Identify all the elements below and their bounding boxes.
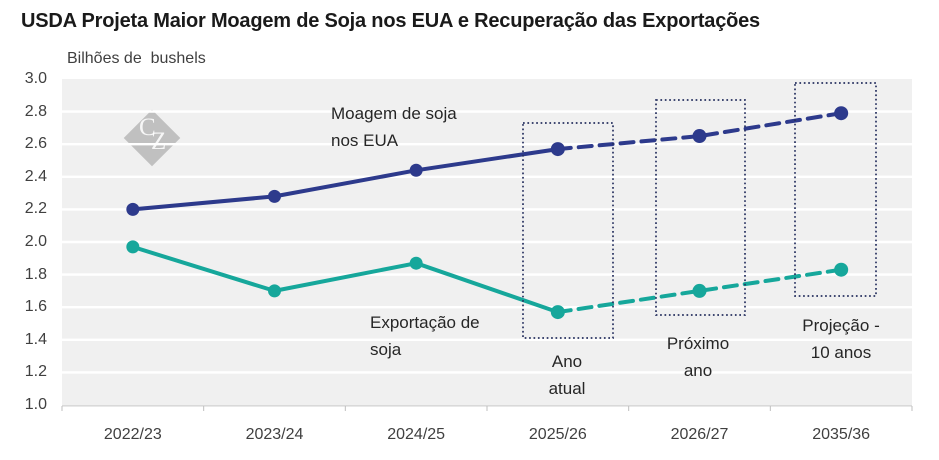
x-axis-category-label: 2022/23: [103, 426, 162, 443]
data-point-marker: [692, 129, 707, 144]
x-axis-category-label: 2024/25: [387, 426, 446, 443]
y-axis-tick-label: 1.8: [24, 265, 47, 283]
series-line-projection-1: [555, 267, 844, 315]
data-point-marker: [550, 142, 565, 157]
y-axis-tick-label: 1.6: [24, 298, 47, 316]
data-point-marker: [268, 284, 281, 298]
y-axis-tick-label: 2.0: [24, 233, 47, 250]
x-axis-category-label: 2026/27: [670, 426, 729, 443]
watermark-letter-c: C: [139, 114, 156, 141]
series-line-projection-0: [555, 111, 844, 152]
series-annotation-1: Exportação de soja: [370, 313, 480, 359]
highlight-box-label-2035/36: Projeção - 10 anos: [802, 316, 880, 362]
chart-title: USDA Projeta Maior Moagem de Soja nos EU…: [21, 10, 760, 32]
data-point-marker: [268, 189, 281, 203]
series-annotation-0: Moagem de soja nos EUA: [331, 104, 457, 150]
axis-unit-label: Bilhões de bushels: [67, 50, 206, 67]
x-axis-category-label: 2035/36: [812, 426, 871, 443]
data-point-marker: [834, 106, 849, 121]
data-point-marker: [409, 256, 423, 270]
data-point-marker: [126, 240, 140, 254]
data-point-marker: [126, 202, 140, 216]
watermark-letter-z: Z: [151, 128, 167, 155]
highlight-box-label-2025/26: Ano atual: [548, 352, 586, 398]
data-point-marker: [834, 262, 849, 277]
x-axis-category-label: 2023/24: [245, 426, 304, 443]
highlight-box-2026/27: [655, 99, 746, 316]
y-axis-tick-label: 2.2: [24, 200, 47, 218]
x-axis-category-label: 2025/26: [528, 426, 587, 443]
series-line-solid-0: [130, 147, 560, 212]
data-point-marker: [692, 283, 707, 298]
y-axis-tick-label: 2.4: [24, 167, 47, 185]
series-line-solid-1: [130, 244, 560, 315]
y-axis-tick-label: 1.4: [24, 330, 47, 348]
y-axis-tick-label: 3.0: [24, 70, 47, 87]
cz-watermark-logo: C Z: [123, 109, 181, 167]
highlight-box-2035/36: [794, 82, 877, 297]
data-point-marker: [550, 305, 565, 320]
highlight-box-label-2026/27: Próximo ano: [666, 334, 730, 380]
y-axis-tick-label: 1.2: [24, 363, 47, 381]
highlight-box-2025/26: [522, 122, 614, 339]
y-axis-tick-label: 2.6: [24, 135, 47, 153]
y-axis-tick-label: 1.0: [24, 396, 47, 413]
y-axis-tick-label: 2.8: [24, 102, 47, 120]
data-point-marker: [409, 163, 423, 177]
